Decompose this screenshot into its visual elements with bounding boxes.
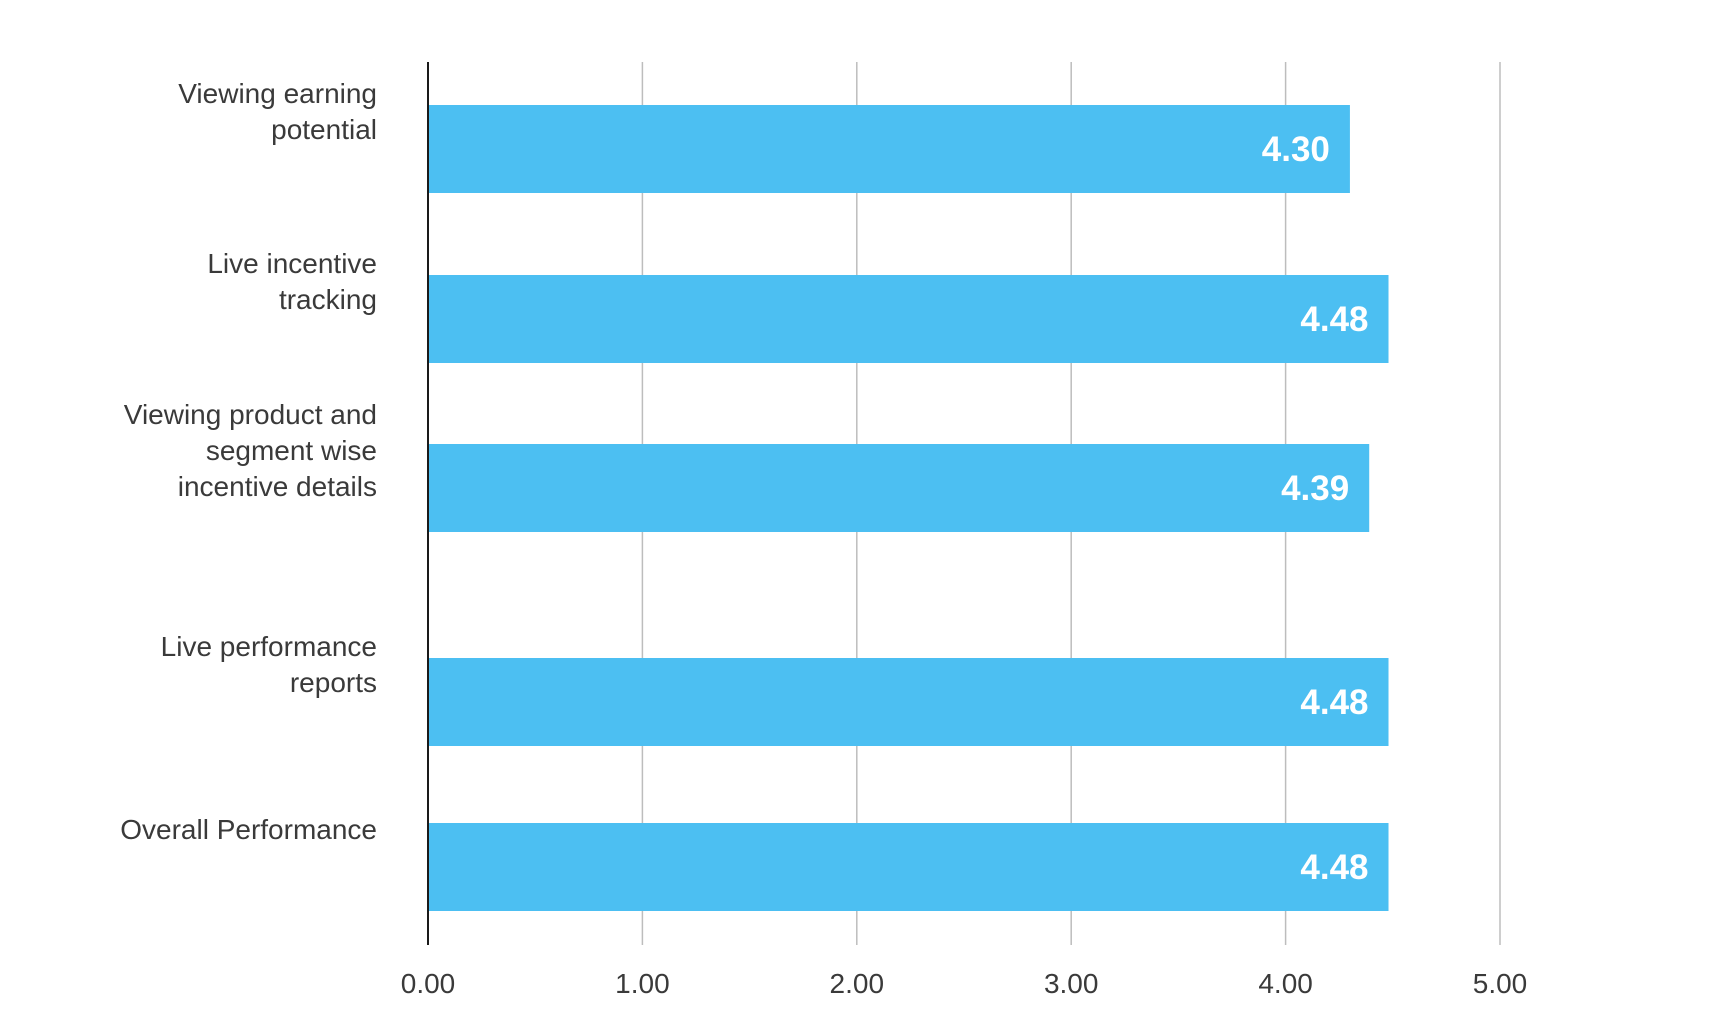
category-label-4: Overall Performance: [120, 814, 377, 845]
x-tick-label-4: 4.00: [1258, 968, 1313, 999]
bar-3: [428, 658, 1389, 746]
x-tick-label-2: 2.00: [830, 968, 885, 999]
bar-value-label-3: 4.48: [1300, 683, 1368, 722]
category-label-2: Viewing product and segment wise incentive…: [124, 399, 377, 502]
bar-value-label-1: 4.48: [1300, 300, 1368, 339]
bar-value-label-0: 4.30: [1262, 130, 1330, 169]
bar-4: [428, 823, 1389, 911]
bar-2: [428, 444, 1370, 532]
category-label-3: Live performance reports: [161, 631, 377, 698]
bar-1: [428, 275, 1389, 363]
bar-value-label-4: 4.48: [1300, 848, 1368, 887]
labels: 4.30 4.48 4.39 4.48 4.48 Viewing earning poten…: [120, 78, 1527, 999]
category-label-0: Viewing earning potential: [178, 78, 377, 145]
x-tick-label-3: 3.00: [1044, 968, 1099, 999]
category-label-1: Live incentive tracking: [207, 248, 377, 315]
x-tick-label-0: 0.00: [401, 968, 456, 999]
bar-0: [428, 105, 1350, 193]
bar-value-label-2: 4.39: [1281, 469, 1349, 508]
bars: [428, 105, 1389, 911]
x-tick-label-5: 5.00: [1473, 968, 1528, 999]
x-tick-label-1: 1.00: [615, 968, 670, 999]
